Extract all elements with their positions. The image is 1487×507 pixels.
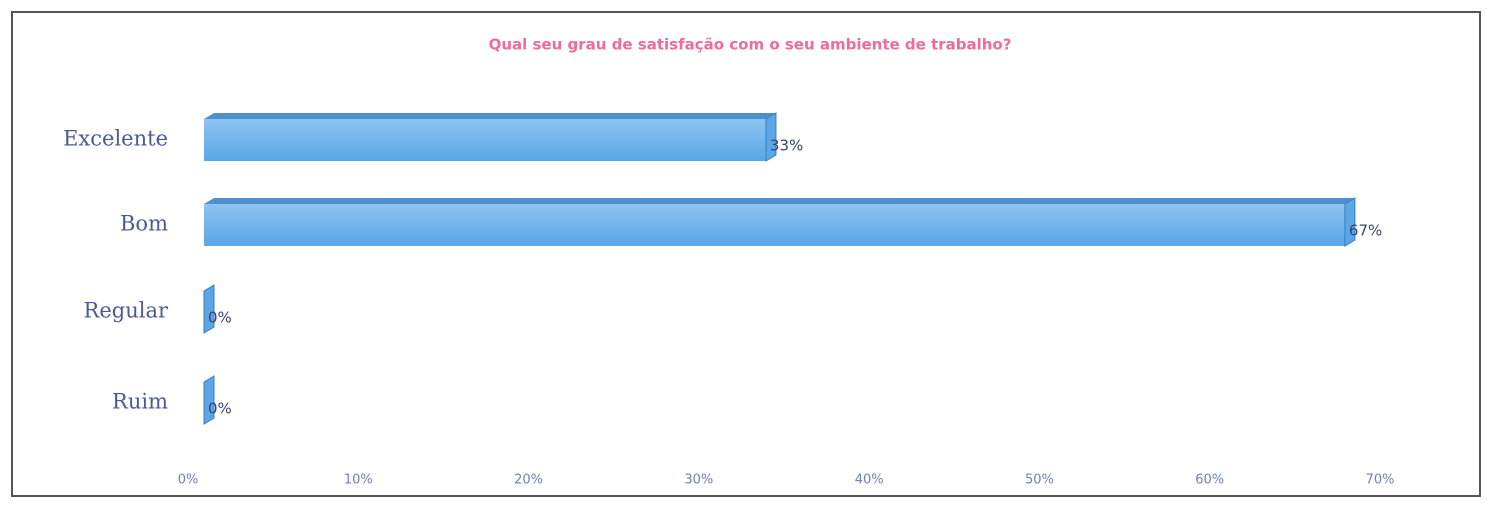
chart-frame	[11, 11, 1481, 497]
bar	[204, 204, 1345, 246]
bar-side	[203, 284, 215, 334]
value-label: 33%	[770, 137, 803, 155]
value-label: 0%	[208, 400, 232, 418]
x-tick-label: 10%	[344, 473, 373, 488]
bar-side	[1344, 197, 1356, 247]
category-label: Ruim	[112, 390, 168, 414]
category-label: Regular	[84, 299, 169, 323]
bar	[204, 119, 766, 161]
x-tick-label: 30%	[684, 473, 713, 488]
bar-side	[203, 375, 215, 425]
x-tick-label: 20%	[514, 473, 543, 488]
x-tick-label: 70%	[1366, 473, 1395, 488]
category-label: Bom	[120, 212, 168, 236]
value-label: 67%	[1349, 222, 1382, 240]
x-tick-label: 40%	[855, 473, 884, 488]
value-label: 0%	[208, 309, 232, 327]
x-tick-label: 50%	[1025, 473, 1054, 488]
bar-side	[765, 112, 777, 162]
bar-top	[204, 198, 1355, 204]
x-tick-label: 60%	[1195, 473, 1224, 488]
category-label: Excelente	[63, 127, 168, 151]
bar-top	[204, 113, 776, 119]
chart-title: Qual seu grau de satisfação com o seu am…	[489, 36, 1012, 54]
x-tick-label: 0%	[178, 473, 199, 488]
